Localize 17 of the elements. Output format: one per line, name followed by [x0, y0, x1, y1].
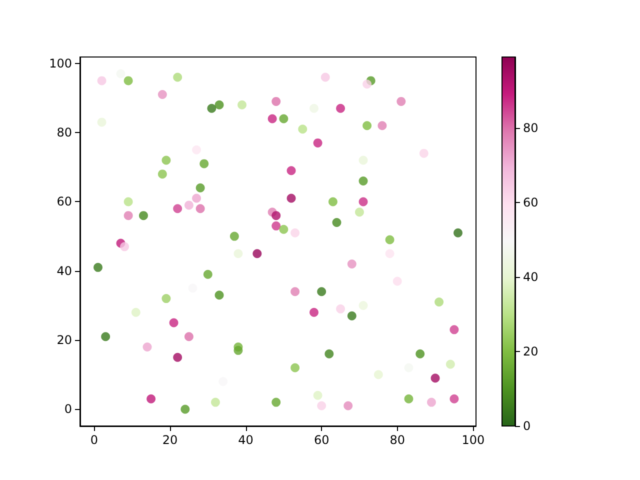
y-tick-label: 60 [56, 194, 72, 209]
y-tick-label: 100 [49, 56, 72, 70]
color-bar-label: 40 [523, 270, 538, 284]
color-bar-label: 80 [523, 120, 538, 135]
color-bar-label: 0 [523, 419, 531, 433]
y-tick-label: 40 [56, 264, 72, 278]
y-tick-label: 20 [56, 333, 72, 348]
x-tick-label: 80 [390, 433, 406, 447]
y-tick-label: 0 [64, 402, 72, 416]
x-tick-label: 0 [90, 433, 98, 447]
y-tick-label: 80 [56, 126, 72, 140]
x-tick-label: 20 [162, 433, 178, 447]
x-tick-label: 60 [314, 433, 330, 447]
x-tick-label: 100 [462, 433, 485, 447]
color-bar-label: 60 [523, 195, 538, 210]
color-bar-label: 20 [523, 344, 538, 358]
x-tick-label: 40 [238, 433, 254, 447]
